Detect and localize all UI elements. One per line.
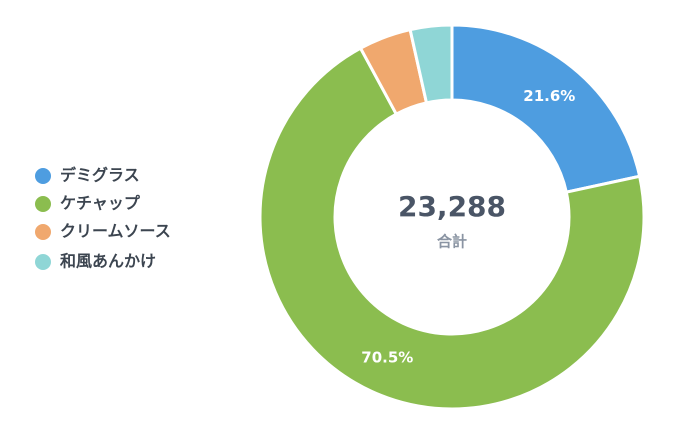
legend-swatch — [35, 224, 51, 240]
donut-slice — [408, 23, 454, 105]
donut-slice — [258, 46, 646, 411]
legend-swatch — [35, 168, 51, 184]
donut-slice — [450, 23, 642, 194]
legend-label: ケチャップ — [60, 194, 141, 213]
center-total: 23,288 — [398, 190, 506, 223]
legend-label: デミグラス — [60, 166, 140, 185]
center-caption: 合計 — [436, 233, 467, 251]
legend-label: クリームソース — [60, 222, 171, 241]
legend-label: 和風あんかけ — [60, 252, 156, 271]
legend-swatch — [35, 254, 51, 270]
slice-label: 21.6% — [523, 87, 575, 105]
slice-label: 70.5% — [361, 348, 413, 366]
legend-swatch — [35, 196, 51, 212]
